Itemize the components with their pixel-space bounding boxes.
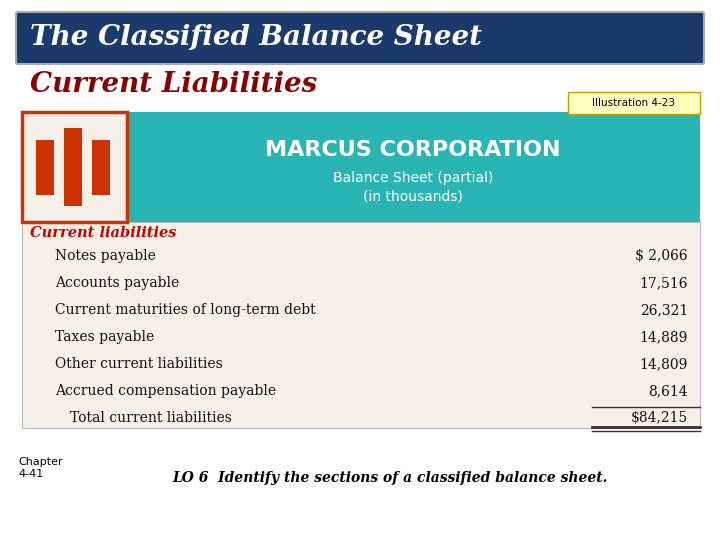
Text: Illustration 4-23: Illustration 4-23 xyxy=(593,98,675,108)
Text: LO 6  Identify the sections of a classified balance sheet.: LO 6 Identify the sections of a classifi… xyxy=(172,471,608,485)
Bar xyxy=(568,92,700,114)
Text: Balance Sheet (partial): Balance Sheet (partial) xyxy=(333,171,493,185)
Bar xyxy=(127,112,700,222)
Text: Taxes payable: Taxes payable xyxy=(55,330,154,344)
Text: Chapter
4-41: Chapter 4-41 xyxy=(18,457,63,479)
Bar xyxy=(22,222,700,428)
Text: 8,614: 8,614 xyxy=(649,384,688,398)
Text: Other current liabilities: Other current liabilities xyxy=(55,357,222,371)
Text: 26,321: 26,321 xyxy=(640,303,688,317)
Text: $84,215: $84,215 xyxy=(631,411,688,425)
Text: (in thousands): (in thousands) xyxy=(363,189,463,203)
Text: 14,889: 14,889 xyxy=(639,330,688,344)
Text: 17,516: 17,516 xyxy=(639,276,688,290)
Text: Current Liabilities: Current Liabilities xyxy=(30,71,318,98)
FancyBboxPatch shape xyxy=(16,12,704,64)
Text: Total current liabilities: Total current liabilities xyxy=(70,411,232,425)
Text: $ 2,066: $ 2,066 xyxy=(635,249,688,263)
Text: Current liabilities: Current liabilities xyxy=(30,226,176,240)
Bar xyxy=(36,140,54,195)
Bar xyxy=(22,112,127,222)
Text: MARCUS CORPORATION: MARCUS CORPORATION xyxy=(265,140,561,160)
Text: The Classified Balance Sheet: The Classified Balance Sheet xyxy=(30,24,482,51)
Text: 14,809: 14,809 xyxy=(639,357,688,371)
Text: Accrued compensation payable: Accrued compensation payable xyxy=(55,384,276,398)
Text: Current maturities of long-term debt: Current maturities of long-term debt xyxy=(55,303,315,317)
Bar xyxy=(64,128,82,206)
Bar xyxy=(92,140,110,195)
Text: Notes payable: Notes payable xyxy=(55,249,156,263)
Text: Accounts payable: Accounts payable xyxy=(55,276,179,290)
